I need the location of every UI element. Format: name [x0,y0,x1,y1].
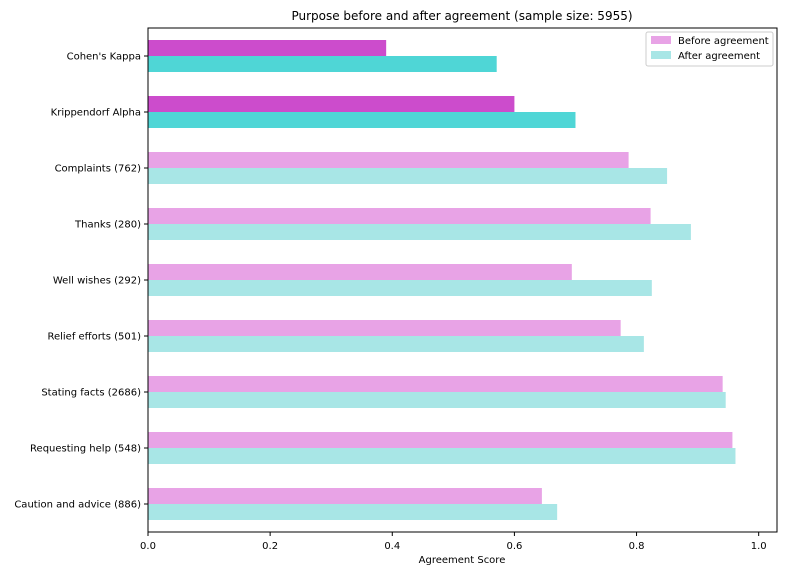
y-tick-label: Thanks (280) [74,220,141,231]
legend-label-before: Before agreement [678,36,769,47]
bar-after-6 [148,392,726,408]
y-tick-label: Stating facts (2686) [41,388,141,399]
x-tick-label: 0.4 [384,541,400,552]
bar-after-3 [148,224,691,240]
bar-after-4 [148,280,652,296]
bar-before-1 [148,96,515,112]
legend-label-after: After agreement [678,51,760,62]
y-tick-labels: Cohen's Kappa Krippendorf Alpha Complaints… [14,52,148,511]
legend-box [645,31,774,67]
x-tick-label: 0.2 [262,541,278,552]
x-tick-labels: 0.0 0.2 0.4 0.6 0.8 1.0 [140,532,767,552]
bar-before-5 [148,320,621,336]
x-axis-title: Agreement Score [419,555,506,566]
y-tick-label: Caution and advice (886) [14,500,141,511]
bar-before-2 [148,152,629,168]
y-tick-label: Well wishes (292) [53,276,141,287]
bar-after-0 [148,56,497,72]
y-tick-label: Krippendorf Alpha [51,108,141,119]
bar-before-0 [148,40,387,56]
y-tick-label: Cohen's Kappa [67,52,141,63]
x-tick-label: 0.6 [506,541,522,552]
bar-after-8 [148,504,558,520]
x-tick-label: 1.0 [751,541,767,552]
bar-after-7 [148,448,736,464]
bar-after-5 [148,336,644,352]
bar-before-8 [148,488,542,504]
bar-before-7 [148,432,733,448]
y-tick-label: Complaints (762) [55,164,142,175]
legend-swatch-after [651,51,671,59]
bar-before-3 [148,208,651,224]
bars-group [148,40,736,520]
legend-swatch-before [651,36,671,44]
bar-after-1 [148,112,576,128]
legend: Before agreement After agreement [645,31,774,67]
bar-after-2 [148,168,668,184]
bar-before-4 [148,264,572,280]
x-tick-label: 0.0 [140,541,156,552]
y-tick-label: Requesting help (548) [30,444,141,455]
x-tick-label: 0.8 [629,541,645,552]
bar-before-6 [148,376,723,392]
chart-title: Purpose before and after agreement (samp… [291,9,632,23]
plot-frame [147,27,778,533]
y-tick-label: Relief efforts (501) [47,332,141,343]
